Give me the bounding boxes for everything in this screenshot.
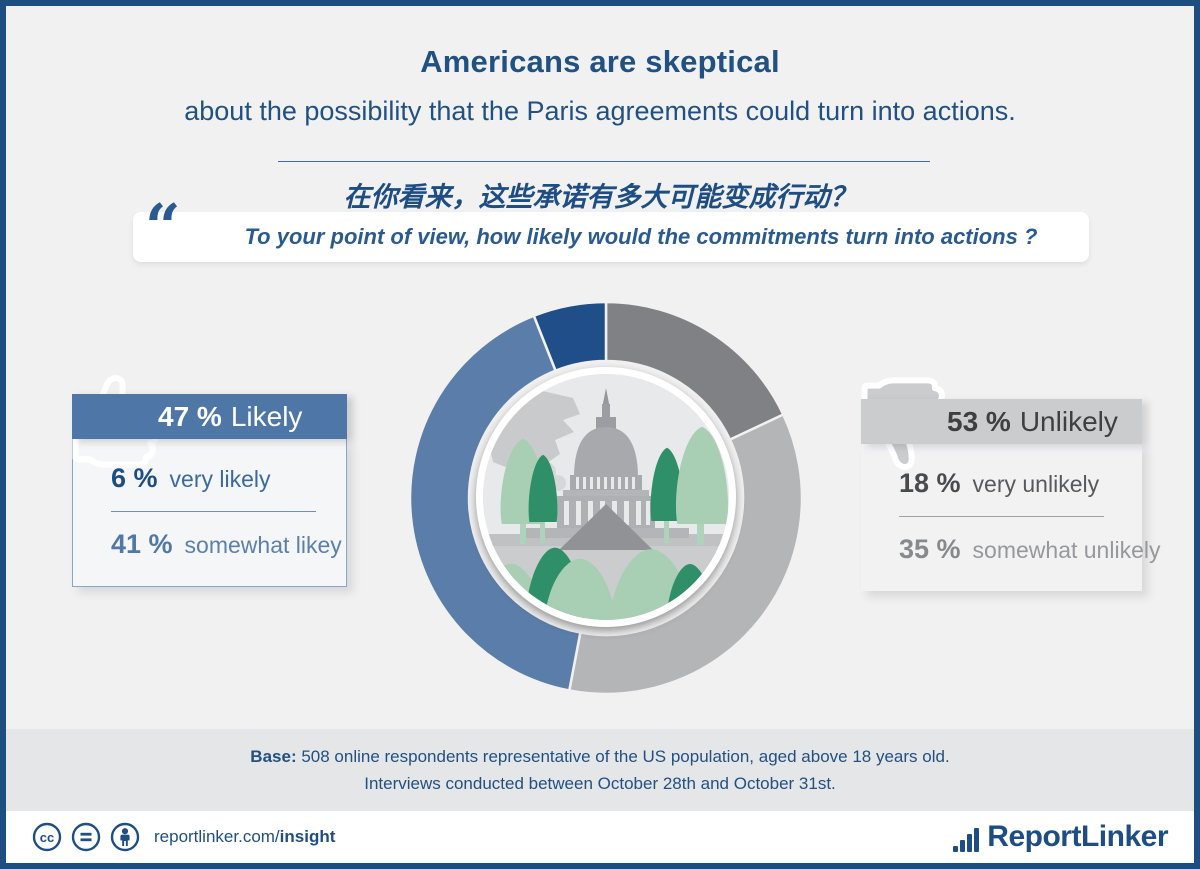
very-likely-pct: 6 % [111,463,158,493]
capitol-building [523,388,689,550]
somewhat-likely-label: somewhat likey [184,532,342,558]
base-label: Base: [250,746,297,766]
unlikely-total-pct: 53 % [947,405,1011,437]
somewhat-likely-pct: 41 % [111,529,173,559]
footer-url-prefix: reportlinker.com/ [154,827,280,846]
very-likely-row: 6 % very likely [111,463,346,494]
footer-url-bold: insight [279,827,336,846]
base-line-2: Interviews conducted between October 28t… [364,773,836,793]
likely-total-label: Likely [230,400,303,432]
likely-body: 6 % very likely 41 % somewhat likey [72,439,347,587]
base-note: Base: 508 online respondents representat… [6,729,1194,811]
trees [500,426,729,545]
unlikely-header: 53 % Unlikely [861,399,1142,444]
bar-chart-icon [953,828,980,852]
cc-icon[interactable]: cc [32,822,62,852]
question-english: To your point of view, how likely would … [244,224,1038,249]
likely-panel: 47 % Likely 6 % very likely 41 % somewha… [72,375,347,587]
question-chinese: 在你看来，这些承诺有多大可能变成行动？ [343,182,857,213]
question-quote-box: “ To your point of view, how likely woul… [133,196,1089,262]
unlikely-body: 18 % very unlikely 35 % somewhat unlikel… [861,444,1160,591]
donut-segment-somewhat-unlikely [567,412,804,696]
unlikely-total-label: Unlikely [1019,405,1118,437]
somewhat-unlikely-row: 35 % somewhat unlikely [899,534,1160,565]
cc-by-icon[interactable] [110,822,140,852]
page-subtitle: about the possibility that the Paris agr… [184,96,1016,126]
likely-total-pct: 47 % [158,400,222,432]
likely-header: 47 % Likely [72,394,347,439]
somewhat-unlikely-label: somewhat unlikely [972,537,1161,563]
logo-text: ReportLinker [987,820,1168,853]
page-title: Americans are skeptical [420,44,780,79]
footer-url[interactable]: reportlinker.com/insight [154,827,335,847]
cc-license-icons[interactable]: cc [32,822,140,852]
cc-nd-icon[interactable] [71,822,101,852]
base-line-1: Base: 508 online respondents representat… [250,747,949,767]
very-unlikely-label: very unlikely [972,471,1100,497]
capitol-illustration [476,367,736,627]
donut-segment-somewhat-likely [408,314,582,692]
very-likely-label: very likely [169,466,271,492]
unlikely-row-separator [899,516,1104,517]
header-divider [278,161,930,162]
donut-chart [406,298,806,698]
unlikely-panel: 53 % Unlikely 18 % very unlikely 35 % so… [861,377,1160,591]
donut-segment-very-likely [532,300,608,373]
somewhat-unlikely-pct: 35 % [899,534,961,564]
very-unlikely-pct: 18 % [899,468,961,498]
somewhat-likely-row: 41 % somewhat likey [111,529,346,560]
svg-text:cc: cc [40,830,54,845]
reportlinker-logo[interactable]: ReportLinker [953,822,1168,852]
very-unlikely-row: 18 % very unlikely [899,468,1142,499]
quote-icon: “ [145,190,181,263]
capitol-illustration-svg [483,374,729,620]
likely-row-separator [111,511,316,512]
base-text-1: 508 online respondents representative of… [296,746,950,766]
donut-svg [408,300,804,696]
footer-bar: cc reportlinker.com/insight [6,811,1194,863]
